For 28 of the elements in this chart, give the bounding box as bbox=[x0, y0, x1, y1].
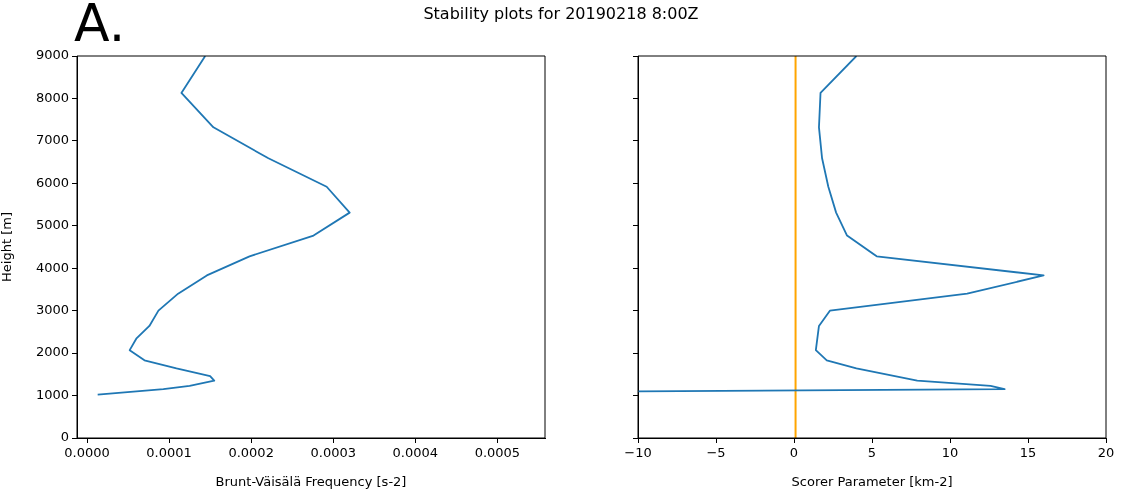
x-tick-label: 0.0004 bbox=[392, 445, 439, 461]
y-tick-label: 4000 bbox=[35, 259, 69, 275]
x-tick-label: 20 bbox=[1097, 445, 1115, 461]
chart-title: Stability plots for 20190218 8:00Z bbox=[423, 4, 699, 23]
y-tick-label: 0 bbox=[60, 429, 69, 445]
y-axis-title: Height [m] bbox=[0, 212, 15, 282]
x-tick-label: 15 bbox=[1019, 445, 1037, 461]
x-tick-label: −10 bbox=[624, 445, 652, 461]
text: A. bbox=[74, 0, 126, 54]
y-tick-label: 8000 bbox=[35, 89, 69, 105]
y-tick-label: 9000 bbox=[35, 47, 69, 63]
x-tick-label: 10 bbox=[941, 445, 959, 461]
x-tick-label: 0 bbox=[789, 445, 799, 461]
x-axis-title: Scorer Parameter [km-2] bbox=[791, 473, 953, 489]
y-tick-label: 1000 bbox=[35, 386, 69, 402]
x-tick-label: 0.0002 bbox=[228, 445, 274, 461]
y-tick-label: 2000 bbox=[35, 344, 69, 360]
y-tick-label: 3000 bbox=[35, 302, 69, 318]
x-tick-label: 0.0000 bbox=[64, 445, 110, 461]
y-tick-label: 6000 bbox=[35, 174, 69, 190]
x-tick-label: 0.0003 bbox=[310, 445, 356, 461]
x-tick-label: −5 bbox=[706, 445, 726, 461]
x-tick-label: 0.0001 bbox=[146, 445, 192, 461]
y-tick-label: 5000 bbox=[35, 217, 69, 233]
x-axis-title: Brunt-Väisälä Frequency [s-2] bbox=[215, 473, 407, 489]
x-tick-label: 0.0005 bbox=[474, 445, 521, 461]
x-tick-label: 5 bbox=[867, 445, 877, 461]
y-tick-label: 7000 bbox=[35, 132, 69, 148]
